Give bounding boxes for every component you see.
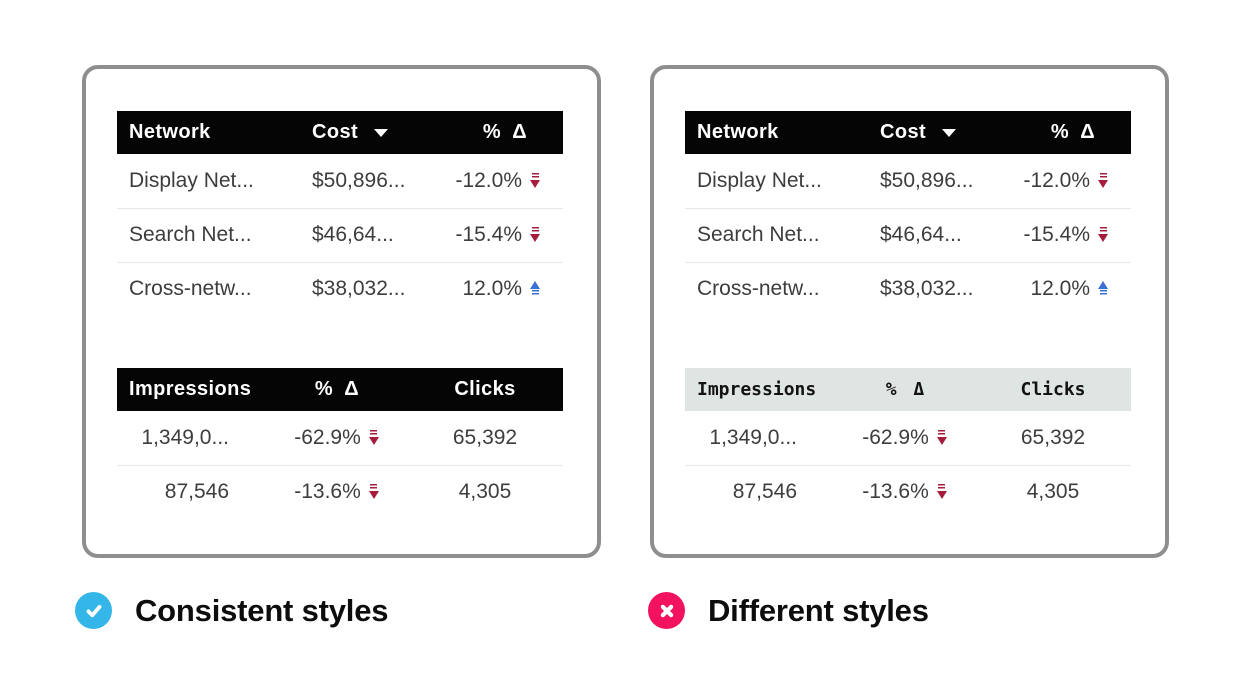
metrics-table-header: Impressions % Δ Clicks	[117, 368, 563, 411]
column-header-network: Network	[685, 111, 880, 154]
change-cell: 12.0%	[1015, 261, 1131, 316]
impressions-clicks-table: Impressions % Δ Clicks 1,349,0... -62.9%…	[685, 368, 1131, 519]
table-row: Search Net... $46,64... -15.4%	[685, 207, 1131, 262]
metrics-table-header-mismatched: Impressions % Δ Clicks	[685, 368, 1131, 411]
column-header-impressions: Impressions	[685, 368, 835, 411]
table-row: Display Net... $50,896... -12.0%	[685, 154, 1131, 208]
change-cell: -15.4%	[1015, 207, 1131, 262]
network-cell: Display Net...	[697, 168, 822, 192]
column-header-cost[interactable]: Cost	[880, 111, 1015, 154]
column-header-impressions: Impressions	[117, 368, 267, 411]
impressions-clicks-table: Impressions % Δ Clicks 1,349,0... -62.9%…	[117, 368, 563, 519]
network-table-header: Network Cost % Δ	[117, 111, 563, 154]
column-header-cost[interactable]: Cost	[312, 111, 447, 154]
sort-caret-icon[interactable]	[374, 128, 389, 137]
table-row: Search Net... $46,64... -15.4%	[117, 207, 563, 262]
network-table-header: Network Cost % Δ	[685, 111, 1131, 154]
column-header-clicks: Clicks	[975, 368, 1131, 411]
check-icon	[75, 592, 112, 629]
impressions-cell: 1,349,0...	[709, 425, 797, 449]
impressions-cell: 1,349,0...	[141, 425, 229, 449]
change-cell: 12.0%	[447, 261, 563, 316]
clicks-cell: 65,392	[1020, 425, 1086, 449]
table-row: 87,546 -13.6% 4,305	[685, 464, 1131, 519]
column-header-clicks: Clicks	[407, 368, 563, 411]
trend-down-icon	[936, 484, 948, 499]
trend-down-icon	[368, 484, 380, 499]
column-header-pct-delta: % Δ	[267, 368, 407, 411]
network-cell: Cross-netw...	[685, 261, 880, 316]
network-cell: Search Net...	[117, 207, 312, 262]
table-row: 1,349,0... -62.9% 65,392	[685, 411, 1131, 465]
panel-consistent-styles: Network Cost % Δ Display Net... $50,896.…	[82, 65, 601, 558]
caption-different: Different styles	[648, 592, 929, 629]
column-header-network: Network	[117, 111, 312, 154]
network-cost-table: Network Cost % Δ Display Net... $50,896.…	[117, 111, 563, 316]
change-cell: -15.4%	[447, 207, 563, 262]
cost-cell: $50,896...	[312, 168, 406, 192]
column-header-pct-delta: % Δ	[835, 368, 975, 411]
network-cost-table: Network Cost % Δ Display Net... $50,896.…	[685, 111, 1131, 316]
impressions-cell: 87,546	[117, 464, 267, 519]
table-row: Cross-netw... $38,032... 12.0%	[117, 261, 563, 316]
change-cell: -62.9%	[835, 411, 975, 465]
table-row: 1,349,0... -62.9% 65,392	[117, 411, 563, 465]
column-header-pct-delta: % Δ	[1015, 111, 1131, 154]
sort-caret-icon[interactable]	[942, 128, 957, 137]
trend-up-icon	[529, 281, 541, 296]
column-header-pct-delta: % Δ	[447, 111, 563, 154]
cost-cell: $38,032...	[312, 261, 447, 316]
network-cell: Search Net...	[685, 207, 880, 262]
caption-consistent: Consistent styles	[75, 592, 388, 629]
table-row: 87,546 -13.6% 4,305	[117, 464, 563, 519]
cost-cell: $38,032...	[880, 261, 1015, 316]
panel-different-styles: Network Cost % Δ Display Net... $50,896.…	[650, 65, 1169, 558]
trend-up-icon	[1097, 281, 1109, 296]
change-cell: -62.9%	[267, 411, 407, 465]
table-row: Display Net... $50,896... -12.0%	[117, 154, 563, 208]
trend-down-icon	[1097, 173, 1109, 188]
trend-down-icon	[529, 173, 541, 188]
cost-cell: $46,64...	[880, 207, 1015, 262]
change-cell: -12.0%	[1015, 154, 1131, 208]
network-cell: Cross-netw...	[117, 261, 312, 316]
trend-down-icon	[1097, 227, 1109, 242]
clicks-cell: 4,305	[407, 464, 563, 519]
x-icon	[648, 592, 685, 629]
clicks-cell: 65,392	[452, 425, 518, 449]
clicks-cell: 4,305	[975, 464, 1131, 519]
change-cell: -12.0%	[447, 154, 563, 208]
network-cell: Display Net...	[129, 168, 254, 192]
trend-down-icon	[529, 227, 541, 242]
trend-down-icon	[936, 430, 948, 445]
trend-down-icon	[368, 430, 380, 445]
caption-label: Consistent styles	[135, 592, 389, 628]
change-cell: -13.6%	[835, 464, 975, 519]
cost-cell: $46,64...	[312, 207, 447, 262]
impressions-cell: 87,546	[685, 464, 835, 519]
cost-cell: $50,896...	[880, 168, 974, 192]
change-cell: -13.6%	[267, 464, 407, 519]
table-row: Cross-netw... $38,032... 12.0%	[685, 261, 1131, 316]
caption-label: Different styles	[708, 592, 929, 628]
